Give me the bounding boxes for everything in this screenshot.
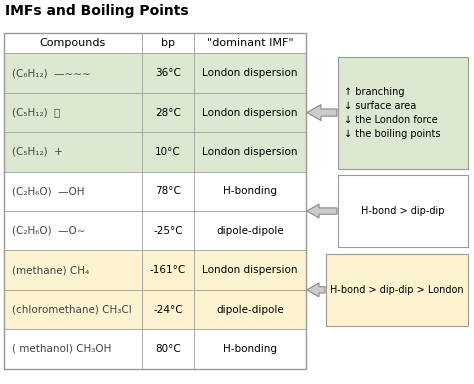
Bar (4, 172, 142, 211)
Text: (C₆H₁₂)  —∼∼∼: (C₆H₁₂) —∼∼∼ (12, 68, 91, 78)
Text: H-bond > dip-dip: H-bond > dip-dip (361, 206, 445, 216)
Text: London dispersion: London dispersion (202, 108, 298, 118)
Bar (194, 329, 306, 369)
Text: H-bonding: H-bonding (223, 186, 277, 196)
Text: (C₂H₆O)  —O∼: (C₂H₆O) —O∼ (12, 226, 85, 236)
Text: 78°C: 78°C (155, 186, 181, 196)
Bar (194, 290, 306, 329)
Text: London dispersion: London dispersion (202, 147, 298, 157)
Text: ( methanol) CH₃OH: ( methanol) CH₃OH (12, 344, 111, 354)
Text: -161°C: -161°C (150, 265, 186, 275)
Text: H-bonding: H-bonding (223, 344, 277, 354)
Bar (194, 250, 306, 290)
Bar (4, 250, 142, 290)
Text: "dominant IMF": "dominant IMF" (207, 38, 293, 48)
Bar (142, 172, 194, 211)
Text: London dispersion: London dispersion (202, 68, 298, 78)
Text: London dispersion: London dispersion (202, 265, 298, 275)
Text: dipole-dipole: dipole-dipole (216, 305, 284, 314)
Polygon shape (307, 104, 337, 121)
Polygon shape (307, 204, 337, 218)
Text: Compounds: Compounds (40, 38, 106, 48)
Text: bp: bp (161, 38, 175, 48)
Text: IMFs and Boiling Points: IMFs and Boiling Points (5, 4, 189, 18)
Bar (4, 290, 142, 329)
Bar (142, 93, 194, 132)
Bar (4, 211, 142, 250)
Text: 80°C: 80°C (155, 344, 181, 354)
Bar (338, 56, 468, 169)
Text: -25°C: -25°C (153, 226, 183, 236)
Bar (4, 329, 142, 369)
Bar (142, 53, 194, 93)
Bar (142, 290, 194, 329)
Text: (C₅H₁₂)  ⹀: (C₅H₁₂) ⹀ (12, 108, 67, 118)
Bar (194, 93, 306, 132)
Text: 36°C: 36°C (155, 68, 181, 78)
Text: H-bond > dip-dip > London: H-bond > dip-dip > London (330, 285, 464, 295)
Bar (142, 329, 194, 369)
Bar (194, 172, 306, 211)
Text: (chloromethane) CH₃Cl: (chloromethane) CH₃Cl (12, 305, 132, 314)
Bar (194, 33, 306, 53)
Bar (142, 211, 194, 250)
Bar (338, 175, 468, 247)
Bar (326, 253, 468, 326)
Text: (C₅H₁₂)  +: (C₅H₁₂) + (12, 147, 63, 157)
Polygon shape (307, 283, 325, 297)
Bar (142, 250, 194, 290)
Text: (C₂H₆O)  —OH: (C₂H₆O) —OH (12, 186, 84, 196)
Text: (methane) CH₄: (methane) CH₄ (12, 265, 89, 275)
Bar (142, 132, 194, 172)
Text: dipole-dipole: dipole-dipole (216, 226, 284, 236)
Bar (194, 211, 306, 250)
Bar (4, 33, 142, 53)
Text: 28°C: 28°C (155, 108, 181, 118)
Bar (4, 132, 142, 172)
Text: -24°C: -24°C (153, 305, 183, 314)
Bar (4, 53, 142, 93)
Bar (4, 93, 142, 132)
Text: 10°C: 10°C (155, 147, 181, 157)
Bar (194, 53, 306, 93)
Bar (142, 33, 194, 53)
Text: ↑ branching
↓ surface area
↓ the London force
↓ the boiling points: ↑ branching ↓ surface area ↓ the London … (344, 86, 440, 139)
Bar (194, 132, 306, 172)
Bar (4, 33, 306, 369)
